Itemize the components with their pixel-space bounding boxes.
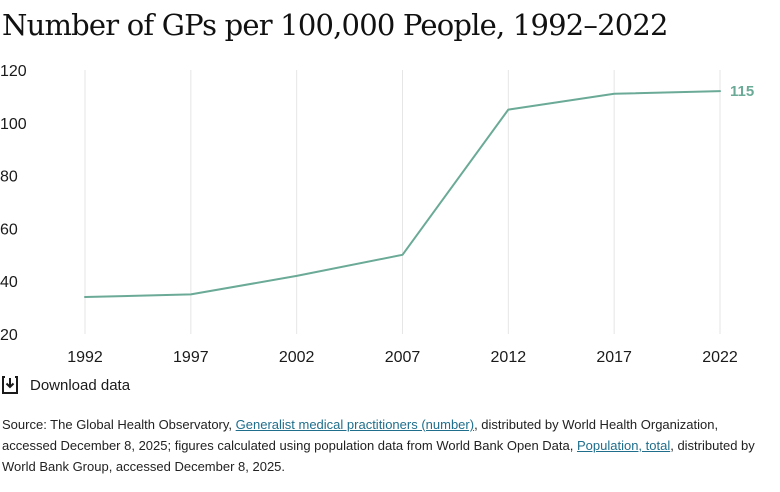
data-label-layer: 115 [730, 83, 754, 100]
source-link-gp[interactable]: Generalist medical practitioners (number… [235, 417, 475, 432]
source-note: Source: The Global Health Observatory, G… [2, 414, 762, 477]
x-axis-ticks: 1992 1997 2002 2007 2012 2017 2022 [67, 349, 738, 366]
y-tick-label: 120 [0, 63, 27, 80]
source-link-population[interactable]: Population, total [576, 438, 671, 453]
chart-title: Number of GPs per 100,000 People, 1992–2… [2, 8, 669, 42]
y-tick-label: 60 [0, 221, 18, 238]
download-icon [2, 376, 18, 394]
x-tick-label: 2012 [491, 349, 527, 366]
end-value-label: 115 [730, 83, 754, 100]
x-tick-label: 2007 [385, 349, 421, 366]
x-tick-label: 1997 [173, 349, 209, 366]
line-chart: 20 40 60 80 100 120 1992 1997 2002 2007 2012 2017 2… [0, 63, 754, 366]
series-line [84, 90, 721, 298]
source-suffix: , distributed by World Bank Group, acces… [2, 438, 755, 474]
series-line-layer [84, 90, 721, 298]
source-prefix: Source: The Global Health Observatory, [2, 417, 236, 432]
y-tick-label: 40 [0, 274, 18, 291]
source-middle: , distributed by World Health Organizati… [2, 417, 719, 453]
x-tick-label: 2022 [702, 349, 738, 366]
y-tick-label: 100 [0, 116, 27, 133]
download-data-button[interactable]: Download data [0, 375, 130, 395]
grid-lines [84, 70, 721, 334]
y-tick-label: 20 [0, 327, 18, 344]
y-axis-ticks: 20 40 60 80 100 120 [0, 63, 27, 344]
download-data-label: Download data [30, 376, 131, 394]
x-tick-label: 1992 [67, 349, 103, 366]
y-tick-label: 80 [0, 169, 18, 186]
x-tick-label: 2017 [596, 349, 632, 366]
x-tick-label: 2002 [279, 349, 315, 366]
